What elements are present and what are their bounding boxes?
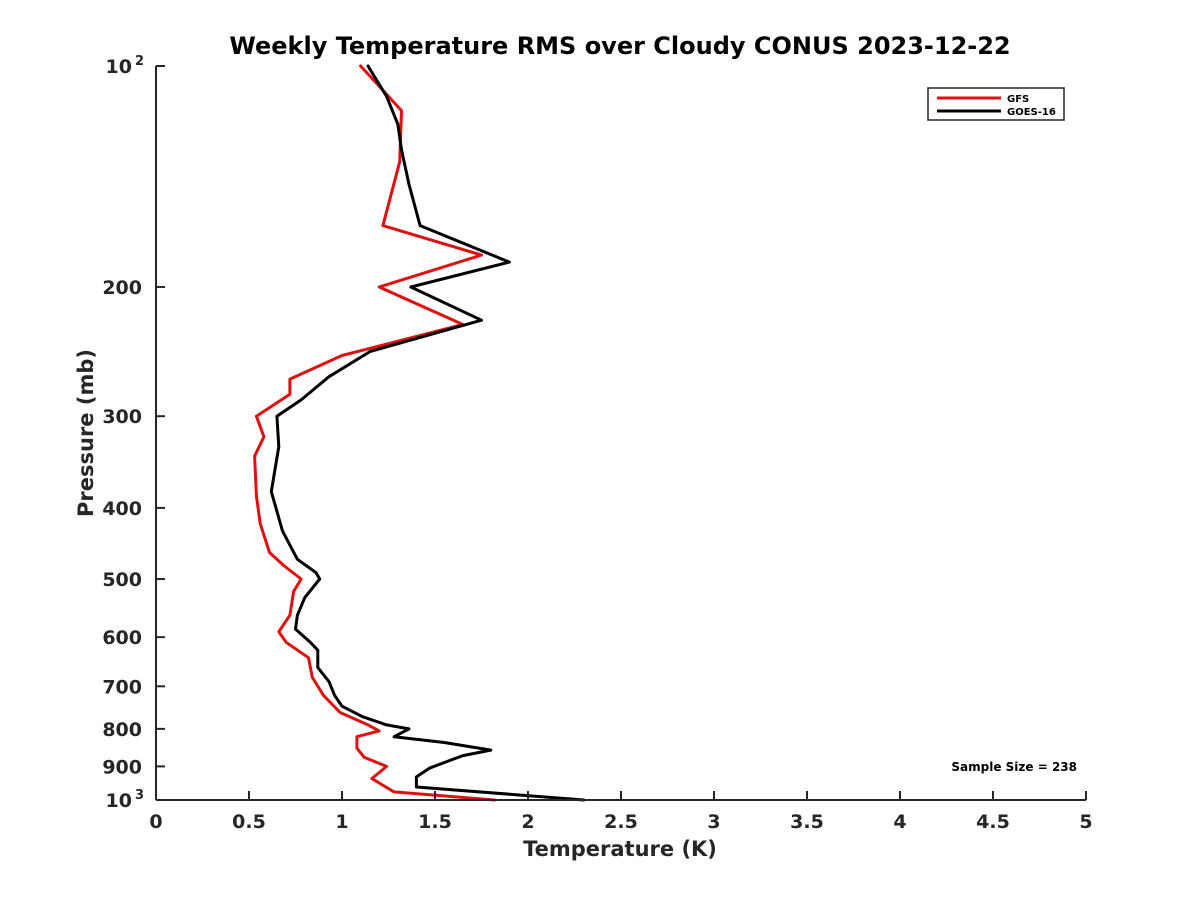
chart-title: Weekly Temperature RMS over Cloudy CONUS… xyxy=(229,32,1010,60)
legend-label: GFS xyxy=(1007,94,1029,105)
y-tick-label: 10 xyxy=(106,56,132,78)
x-tick-label: 0.5 xyxy=(232,811,266,833)
y-tick-exponent: 2 xyxy=(135,54,144,69)
x-tick-label: 0 xyxy=(149,811,162,833)
x-tick-label: 5 xyxy=(1079,811,1092,833)
plot-area: 0 0.5 1 1.5 2 2.5 3 3.5 4 4.5 5 10 2200300400500600… xyxy=(102,54,1092,833)
y-tick-label: 10 xyxy=(106,790,132,812)
x-tick-label: 1 xyxy=(335,811,348,833)
y-tick-exponent: 3 xyxy=(135,788,144,803)
y-axis-label: Pressure (mb) xyxy=(74,349,98,517)
y-tick-label: 700 xyxy=(102,676,142,698)
x-tick-label: 2.5 xyxy=(604,811,638,833)
x-tick-label: 4.5 xyxy=(976,811,1010,833)
legend: GFS GOES-16 xyxy=(927,87,1065,121)
legend-label: GOES-16 xyxy=(1007,107,1056,118)
series-layer xyxy=(253,64,586,802)
legend-box xyxy=(927,87,1065,121)
y-tick-label: 600 xyxy=(102,627,142,649)
y-tick-label: 900 xyxy=(102,756,142,778)
y-tick-label: 800 xyxy=(102,719,142,741)
y-tick-label: 200 xyxy=(102,277,142,299)
legend-items: GFS GOES-16 xyxy=(937,94,1056,118)
x-axis-label: Temperature (K) xyxy=(523,837,717,861)
x-tick-label: 3.5 xyxy=(790,811,824,833)
x-tick-label: 4 xyxy=(893,811,906,833)
y-tick-label: 500 xyxy=(102,569,142,591)
x-tick-label: 2 xyxy=(521,811,534,833)
y-tick-label: 300 xyxy=(102,406,142,428)
series-line-goes-16 xyxy=(269,64,586,802)
series-line-gfs xyxy=(253,64,496,802)
x-ticks: 0 0.5 1 1.5 2 2.5 3 3.5 4 4.5 5 xyxy=(149,791,1093,833)
sample-size-annotation: Sample Size = 238 xyxy=(951,760,1077,774)
x-tick-label: 1.5 xyxy=(418,811,452,833)
y-tick-label: 400 xyxy=(102,498,142,520)
x-tick-label: 3 xyxy=(707,811,720,833)
